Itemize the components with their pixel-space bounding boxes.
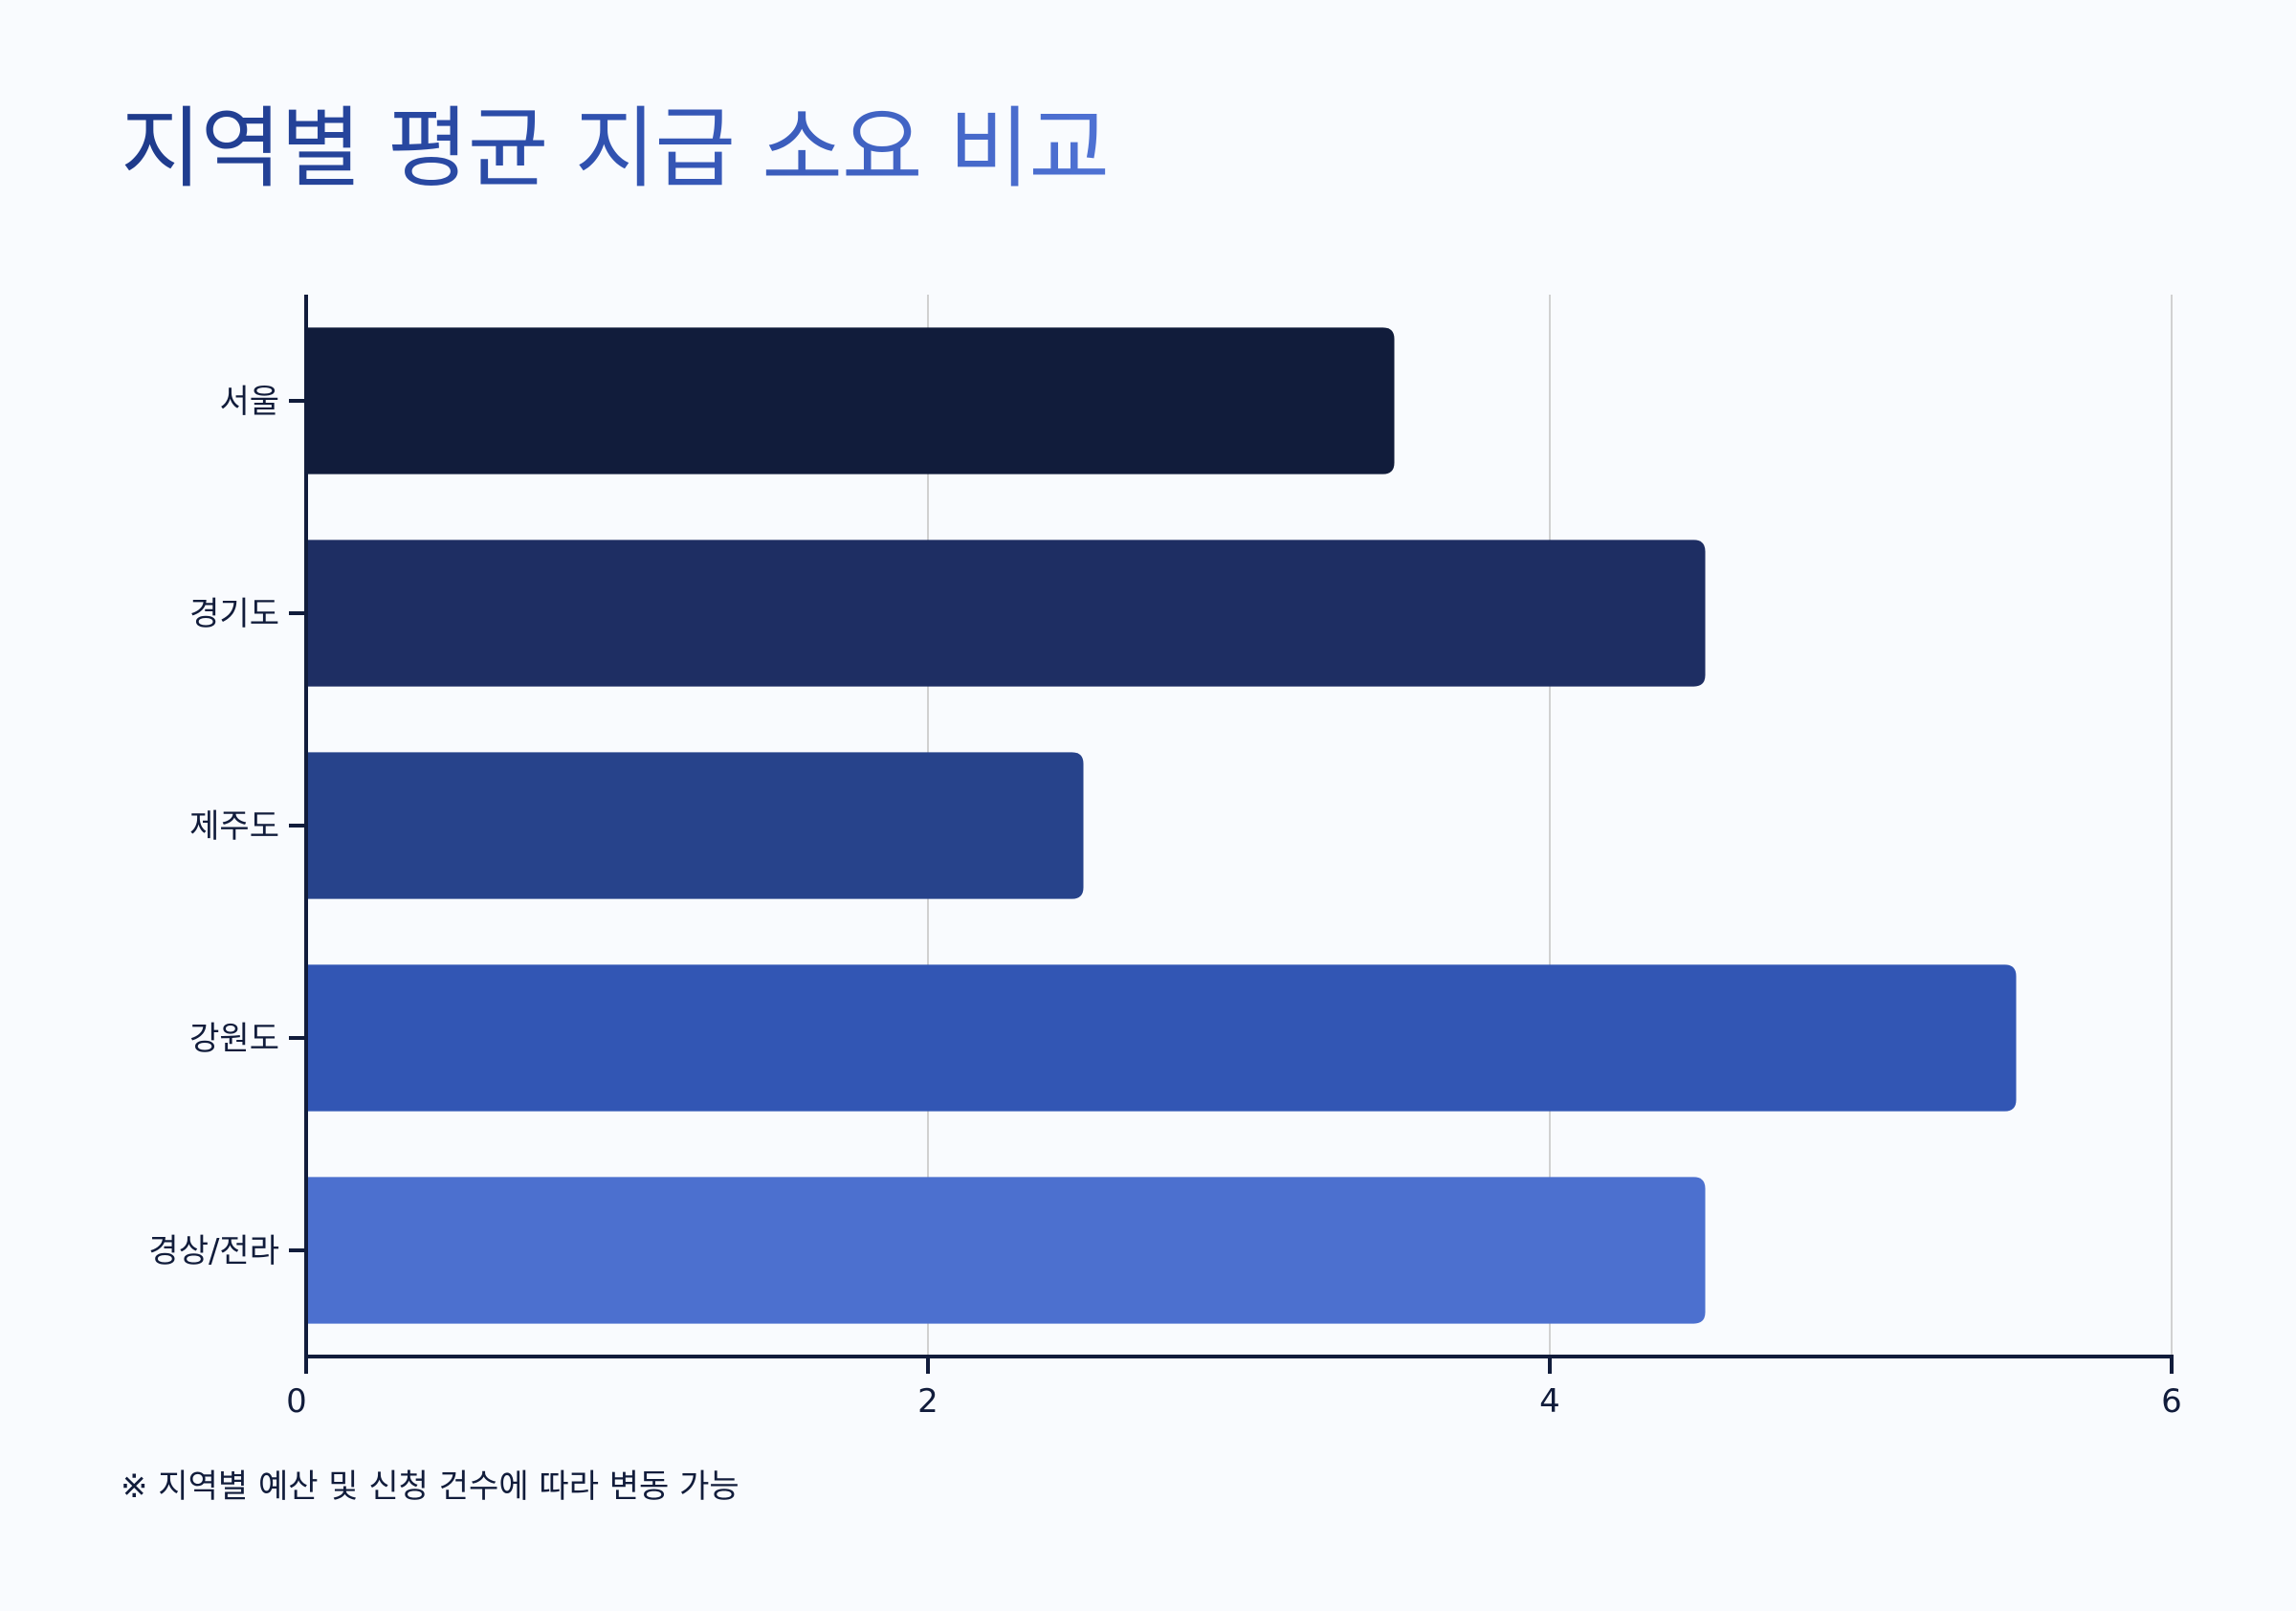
x-tick-label-6: 6: [2161, 1382, 2182, 1421]
footnote: ※ 지역별 예산 및 신청 건수에 따라 변동 가능: [121, 1468, 740, 1506]
y-tick-label-4: 경상/전라: [148, 1232, 279, 1270]
bar-0: [306, 327, 1395, 474]
bar-1: [306, 540, 1706, 687]
y-tick-label-3: 강원도: [189, 1020, 279, 1058]
bar-3: [306, 964, 2017, 1112]
x-tick-label-2: 2: [917, 1382, 938, 1421]
y-tick-label-2: 제주도: [189, 807, 279, 846]
y-tick-label-0: 서울: [219, 383, 279, 421]
bar-4: [306, 1177, 1706, 1324]
y-tick-label-1: 경기도: [189, 595, 279, 633]
x-tick-label-4: 4: [1539, 1382, 1560, 1421]
page-title: 지역별 평균 지급 소요 비교: [121, 92, 1110, 207]
bar-2: [306, 752, 1084, 899]
x-tick-label-0: 0: [286, 1382, 307, 1421]
